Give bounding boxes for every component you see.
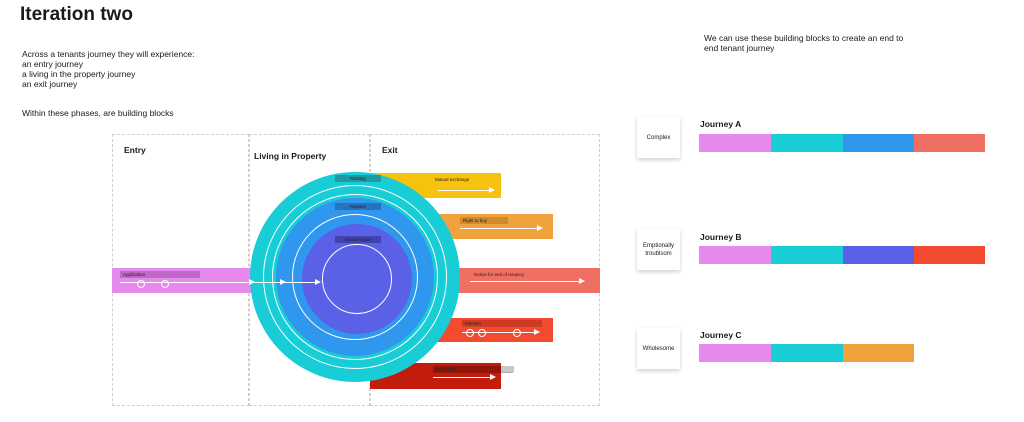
step-marker-icon	[478, 329, 486, 337]
journey-a-segment	[914, 134, 985, 152]
intro-heading: Across a tenants journey they will exper…	[22, 49, 195, 59]
intro-line-entry: an entry journey	[22, 59, 83, 69]
step-marker-icon	[466, 329, 474, 337]
arrow-head-icon	[315, 279, 321, 285]
arrow-line	[460, 228, 538, 229]
arrow-head-icon	[249, 279, 255, 285]
journey-c-segment	[771, 344, 843, 362]
journey-b-title: Journey B	[700, 232, 742, 242]
renting-label: Renting	[335, 175, 381, 182]
arrow-line	[462, 332, 535, 333]
building-blocks-note: Within these phases, are building blocks	[22, 108, 174, 118]
journey-a-title: Journey A	[700, 119, 742, 129]
entry-arrow-line	[120, 282, 316, 283]
journey-b-segment	[914, 246, 985, 264]
arrow-head-icon	[489, 187, 495, 193]
arrow-head-icon	[537, 225, 543, 231]
arrow-head-icon	[534, 329, 540, 335]
journey-b-segment	[843, 246, 914, 264]
ring-divider	[272, 194, 438, 360]
ring-divider	[292, 214, 418, 340]
step-marker-icon	[137, 280, 145, 288]
application-label: Application	[120, 271, 200, 278]
living-phase-label: Living in Property	[254, 151, 327, 161]
journey-a-segment	[771, 134, 843, 152]
step-marker-icon	[513, 329, 521, 337]
end-of-life-label: End of life	[433, 366, 513, 373]
eviction-label: Eviction	[462, 320, 542, 327]
arrow-head-icon	[579, 278, 585, 284]
social-issues-label: Social issues	[335, 236, 381, 243]
end-of-life-label-tail	[501, 366, 514, 372]
intro-line-living: a living in the property journey	[22, 69, 136, 79]
notice-end-of-tenancy-label: Notice for end of tenancy	[474, 272, 525, 277]
intro-line-exit: an exit journey	[22, 79, 78, 89]
right-to-buy-label: Right to buy	[460, 217, 508, 224]
journey-c-segment	[699, 344, 771, 362]
journey-c-sticky: Wholesome	[637, 328, 680, 369]
journey-a-sticky: Complex	[637, 117, 680, 158]
journey-b-segment	[699, 246, 771, 264]
journey-c-segment	[843, 344, 914, 362]
journey-note: We can use these building blocks to crea…	[704, 33, 904, 53]
journey-b-segment	[771, 246, 843, 264]
intro-text: Across a tenants journey they will exper…	[22, 49, 194, 89]
repairs-label: Repairs	[335, 203, 381, 210]
exit-phase-label: Exit	[382, 145, 398, 155]
journey-a-segment	[699, 134, 771, 152]
mutual-exchange-label: Mutual exchange	[435, 177, 470, 182]
page-title: Iteration two	[20, 4, 133, 25]
application-block: Application	[112, 268, 262, 293]
core-ring	[322, 244, 392, 314]
arrow-head-icon	[280, 279, 286, 285]
journey-c-title: Journey C	[700, 330, 742, 340]
arrow-line	[470, 281, 580, 282]
entry-phase-label: Entry	[124, 145, 146, 155]
arrow-line	[433, 377, 491, 378]
step-marker-icon	[161, 280, 169, 288]
ring-divider	[263, 185, 447, 369]
arrow-head-icon	[490, 374, 496, 380]
arrow-line	[438, 190, 490, 191]
journey-b-sticky: Emptionally troublsom	[637, 229, 680, 270]
journey-a-segment	[843, 134, 914, 152]
